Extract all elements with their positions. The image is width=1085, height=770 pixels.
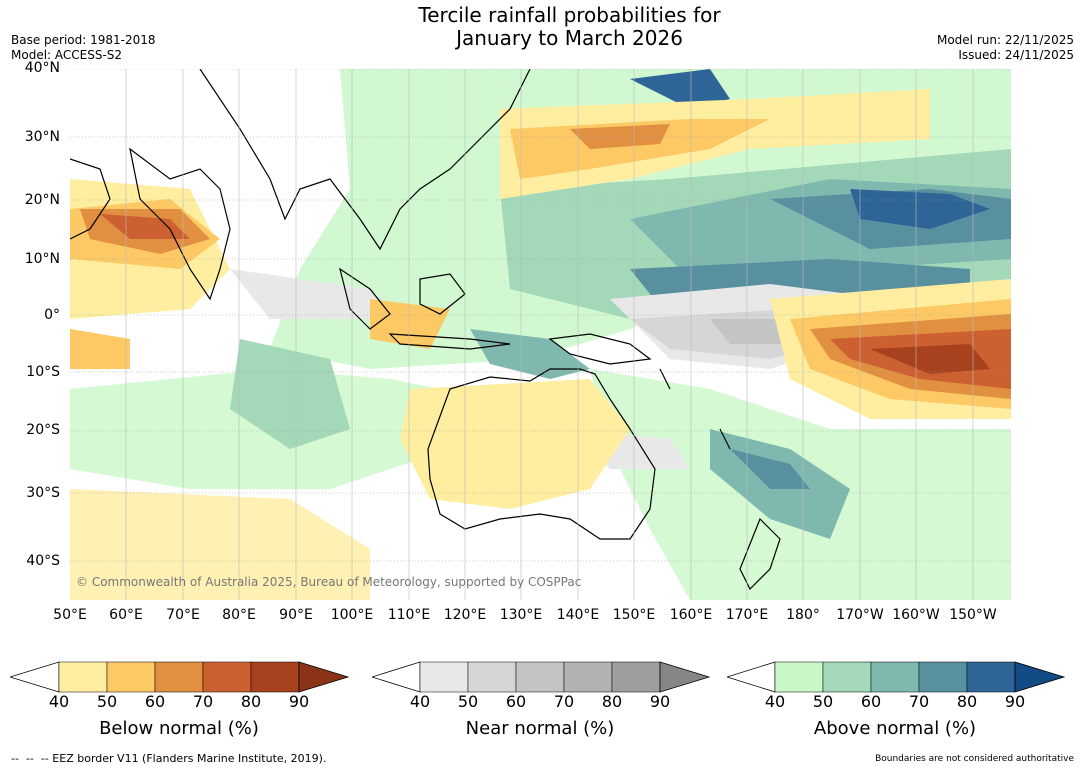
above-normal-label: Above normal (%) <box>813 718 977 739</box>
lat-label-20n: 20°N <box>24 192 60 208</box>
above-colorbar-segment-4 <box>966 661 1016 693</box>
issued-date: Issued: 24/11/2025 <box>958 48 1074 62</box>
below-colorbar-segment-4 <box>250 661 300 693</box>
lat-label-40n: 40°N <box>24 60 60 76</box>
near-tick-70: 70 <box>553 692 575 711</box>
meridians <box>125 69 974 600</box>
base-period: Base period: 1981-2018 <box>11 33 156 47</box>
lat-label-10s: 10°S <box>26 364 60 380</box>
copyright-text: © Commonwealth of Australia 2025, Bureau… <box>76 575 581 589</box>
probability-shading <box>70 69 1011 600</box>
below-normal-label: Below normal (%) <box>99 718 259 739</box>
model-name: Model: ACCESS-S2 <box>11 48 123 62</box>
eez-border-note: -- -- -- EEZ border V11 (Flanders Marine… <box>11 752 327 765</box>
lon-label-160e: 160°E <box>669 607 713 623</box>
near-tick-80: 80 <box>601 692 623 711</box>
near-colorbar-segment-0 <box>419 661 469 693</box>
above-colorbar-segment-2 <box>870 661 920 693</box>
lon-label-150e: 150°E <box>612 607 656 623</box>
lat-label-0: 0° <box>44 307 60 323</box>
below-colorbar-segment-1 <box>106 661 156 693</box>
graticule <box>70 69 1011 562</box>
lon-label-70e: 70°E <box>166 607 200 623</box>
map-canvas: © Commonwealth of Australia 2025, Bureau… <box>70 69 1011 600</box>
above-colorbar-segment-3 <box>918 661 968 693</box>
colorbar-above <box>727 661 1066 693</box>
lon-label-50e: 50°E <box>53 607 87 623</box>
near-normal-label: Near normal (%) <box>465 718 615 739</box>
map-title: Tercile rainfall probabilities for Janua… <box>0 4 1085 50</box>
coastlines <box>70 69 781 591</box>
above-tick-80: 80 <box>956 692 978 711</box>
lon-label-150w: 150°W <box>949 607 997 623</box>
lon-label-90e: 90°E <box>279 607 313 623</box>
near-tick-50: 50 <box>457 692 479 711</box>
lon-label-60e: 60°E <box>109 607 143 623</box>
above-colorbar-segment-5 <box>1014 661 1066 693</box>
below-colorbar-segment-0 <box>58 661 108 693</box>
below-tick-50: 50 <box>96 692 118 711</box>
lon-label-170w: 170°W <box>836 607 884 623</box>
near-colorbar-segment-4 <box>611 661 661 693</box>
meta-right: Model run: 22/11/2025 Issued: 24/11/2025 <box>937 33 1074 63</box>
below-colorbar-segment-5 <box>298 661 350 693</box>
colorbar-near <box>372 661 711 693</box>
meta-left: Base period: 1981-2018 Model: ACCESS-S2 <box>11 33 156 63</box>
model-run: Model run: 22/11/2025 <box>936 33 1074 47</box>
lat-label-10n: 10°N <box>24 251 60 267</box>
lon-label-120e: 120°E <box>443 607 487 623</box>
below-tick-40: 40 <box>48 692 70 711</box>
below-tick-60: 60 <box>144 692 166 711</box>
below-tick-70: 70 <box>192 692 214 711</box>
near-tick-60: 60 <box>505 692 527 711</box>
above-tick-60: 60 <box>860 692 882 711</box>
lon-label-160w: 160°W <box>892 607 940 623</box>
rainfall-map: © Commonwealth of Australia 2025, Bureau… <box>70 69 1011 600</box>
near-colorbar-segment-5 <box>659 661 711 693</box>
lon-label-80e: 80°E <box>222 607 256 623</box>
near-tick-90: 90 <box>649 692 671 711</box>
lat-label-30n: 30°N <box>24 129 60 145</box>
lon-label-130e: 130°E <box>499 607 543 623</box>
lon-label-180: 180° <box>786 607 820 623</box>
near-colorbar-segment-1 <box>467 661 517 693</box>
title-line-1: Tercile rainfall probabilities for <box>418 3 721 27</box>
above-tick-40: 40 <box>764 692 786 711</box>
lon-label-100e: 100°E <box>330 607 374 623</box>
below-tick-90: 90 <box>288 692 310 711</box>
lat-label-20s: 20°S <box>26 422 60 438</box>
near-colorbar-segment-3 <box>563 661 613 693</box>
lat-label-30s: 30°S <box>26 485 60 501</box>
near-tick-40: 40 <box>409 692 431 711</box>
above-colorbar-segment-0 <box>774 661 824 693</box>
above-tick-90: 90 <box>1004 692 1026 711</box>
above-tick-70: 70 <box>908 692 930 711</box>
near-colorbar-segment-2 <box>515 661 565 693</box>
above-colorbar-segment-1 <box>822 661 872 693</box>
lon-label-140e: 140°E <box>556 607 600 623</box>
lon-label-170e: 170°E <box>725 607 769 623</box>
below-colorbar-segment-2 <box>154 661 204 693</box>
lat-label-40s: 40°S <box>26 553 60 569</box>
title-line-2: January to March 2026 <box>456 26 683 50</box>
below-colorbar-segment-3 <box>202 661 252 693</box>
colorbar-below <box>10 661 350 693</box>
below-tick-80: 80 <box>240 692 262 711</box>
above-tick-50: 50 <box>812 692 834 711</box>
boundaries-note: Boundaries are not considered authoritat… <box>875 754 1074 764</box>
lon-label-110e: 110°E <box>387 607 431 623</box>
